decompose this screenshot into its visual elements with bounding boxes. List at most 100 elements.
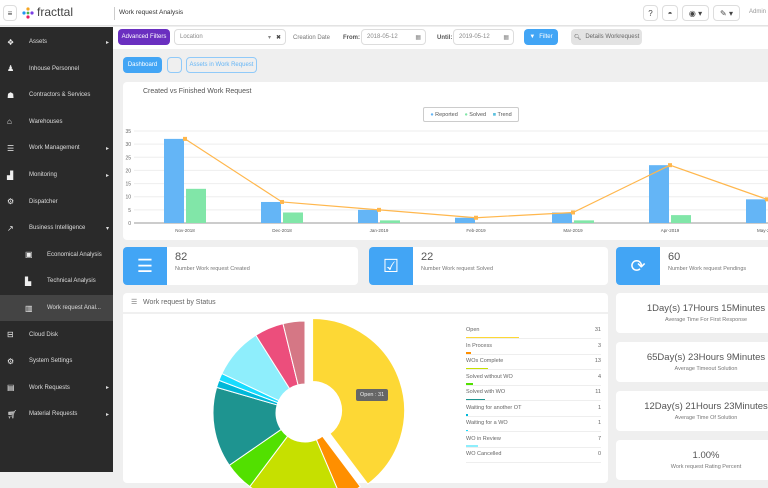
caret-right-icon: ▸ xyxy=(105,145,109,152)
sidebar-item-warehouses[interactable]: ⌂ Warehouses xyxy=(0,109,113,135)
trend-point xyxy=(377,207,381,212)
status-bar xyxy=(466,367,489,369)
industry-icon: ▙ xyxy=(25,276,32,286)
sidebar-item-assets[interactable]: ❖ Assets ▸ xyxy=(0,29,113,55)
search-icon: 🔍︎ xyxy=(573,34,582,41)
until-date-input[interactable]: 2019-05-12 ▦ xyxy=(453,29,514,45)
bar-reported xyxy=(649,165,669,223)
status-label: WO Cancelled xyxy=(466,451,502,457)
sidebar-item-material-requests[interactable]: 🛒︎ Material Requests ▸ xyxy=(0,401,113,427)
sidebar-item-work-requests[interactable]: ▤ Work Requests ▸ xyxy=(0,375,113,401)
status-bar xyxy=(466,429,468,431)
card-icon: ▤ xyxy=(7,383,15,393)
sidebar-item-system-settings[interactable]: ⚙ System Settings xyxy=(0,348,113,374)
stat-value: 60 xyxy=(668,251,681,263)
sidebar-item-monitoring[interactable]: ▟ Monitoring ▸ xyxy=(0,162,113,188)
y-tick-label: 35 xyxy=(125,129,131,135)
status-bar xyxy=(466,445,478,447)
pie-slice-solved-with-wo[interactable] xyxy=(212,386,282,466)
advanced-filters-button[interactable]: Advanced Filters xyxy=(118,29,170,45)
created-vs-finished-card: Created vs Finished Work Request ● Repor… xyxy=(123,82,768,240)
x-tick-label: Dec-2018 xyxy=(272,228,292,233)
legend-trend[interactable]: ■ Trend xyxy=(492,111,512,118)
pie-slice-open[interactable] xyxy=(312,318,406,485)
status-count: 11 xyxy=(595,389,601,395)
status-bar xyxy=(466,383,473,385)
bar-chart-icon: ▥ xyxy=(25,303,33,313)
kpi-value: 1Day(s) 17Hours 15Minutes xyxy=(646,303,766,314)
status-count: 0 xyxy=(597,451,601,457)
list-icon: ☰ xyxy=(7,143,15,153)
status-title: Work request by Status xyxy=(143,299,216,306)
clear-icon[interactable]: ✖ xyxy=(275,35,281,41)
fracttal-logo-icon xyxy=(22,6,34,19)
pie-slice-other[interactable] xyxy=(282,320,306,386)
legend-solved[interactable]: ● Solved xyxy=(464,111,487,118)
filter-bar: Advanced Filters Location ▾ ✖ Creation Dat… xyxy=(113,27,768,49)
top-bar: ≡ fracttal Work request Analysis ? ◓ ◉ ▾… xyxy=(0,0,768,26)
x-tick-label: May-2019 xyxy=(757,228,768,233)
tab-assets-in-work-request[interactable]: Assets in Work Request xyxy=(186,57,257,73)
sidebar-item-work-request-anal[interactable]: ▥ Work request Anal... xyxy=(0,295,113,321)
caret-down-icon: ▾ xyxy=(105,225,109,232)
status-pie-chart xyxy=(212,318,406,488)
y-tick-label: 20 xyxy=(125,168,131,174)
sidebar-item-work-management[interactable]: ☰ Work Management ▸ xyxy=(0,135,113,161)
sidebar-item-label: Warehouses xyxy=(29,118,63,125)
sidebar-item-economical-analysis[interactable]: ▣ Economical Analysis xyxy=(0,242,113,268)
chart-title: Created vs Finished Work Request xyxy=(143,88,252,95)
bar-chart: 0 5 10 15 20 25 30 35 Nov-2018 Dec-2018 Jan-2019 Fe… xyxy=(125,129,768,233)
refresh-icon: ⟳ xyxy=(616,247,660,285)
status-list-item: Solved with WO 11 xyxy=(466,387,601,401)
location-select[interactable]: Location ▾ ✖ xyxy=(174,29,286,45)
details-workrequest-button[interactable]: 🔍︎ Details Workrequest xyxy=(571,29,642,45)
trend-point xyxy=(183,136,187,141)
users-icon: ☗ xyxy=(7,90,15,100)
from-date-input[interactable]: 2018-05-12 ▦ xyxy=(361,29,426,45)
tab-dashboard[interactable]: Dashboard xyxy=(123,57,162,73)
language-button[interactable]: ◉ ▾ xyxy=(682,5,709,21)
app-name: fracttal xyxy=(37,5,74,19)
hamburger-icon: ≡ xyxy=(7,8,13,18)
kpi-card: 65Day(s) 23Hours 9Minutes Average Timeout… xyxy=(616,342,768,382)
brush-icon: ✎ ▾ xyxy=(720,8,733,18)
x-tick-label: Feb-2019 xyxy=(466,228,486,233)
caret-right-icon: ▸ xyxy=(105,172,109,179)
sidebar-item-label: Assets xyxy=(29,39,48,45)
gear-icon: ⚙ xyxy=(7,197,15,207)
status-list-item: Open 31 xyxy=(466,325,601,339)
stat-label: Number Work request Solved xyxy=(421,266,494,272)
user-menu[interactable]: Admin xyxy=(749,9,767,15)
stat-label: Number Work request Pendings xyxy=(668,266,747,272)
sidebar-item-label: Inhouse Personnel xyxy=(29,65,80,72)
status-list-item: In Process 3 xyxy=(466,341,601,355)
x-tick-label: Mar-2019 xyxy=(563,228,583,233)
status-label: Open xyxy=(466,327,480,333)
help-button[interactable]: ? xyxy=(643,5,658,21)
sidebar-item-cloud-disk[interactable]: ⊟ Cloud Disk xyxy=(0,322,113,348)
filter-button[interactable]: ▼ Filter xyxy=(524,29,558,45)
theme-button[interactable]: ✎ ▾ xyxy=(713,5,740,21)
inbox-icon: ⌂ xyxy=(7,117,12,127)
sidebar-item-label: System Settings xyxy=(29,358,73,365)
trend-point xyxy=(765,197,768,202)
pie-tooltip: Open : 31 xyxy=(356,389,389,401)
user-icon: ♟ xyxy=(7,64,15,74)
dashboard-button[interactable]: ◓ xyxy=(662,5,678,21)
cubes-icon: ❖ xyxy=(7,37,15,47)
menu-toggle-button[interactable]: ≡ xyxy=(3,5,17,21)
sidebar-item-contractors-services[interactable]: ☗ Contractors & Services xyxy=(0,82,113,108)
signal-icon: ▟ xyxy=(7,170,14,180)
sidebar-item-business-intelligence[interactable]: ↗ Business Intelligence ▾ xyxy=(0,215,113,241)
legend-reported[interactable]: ● Reported xyxy=(430,111,458,118)
y-tick-label: 5 xyxy=(128,208,131,214)
status-bar xyxy=(466,414,468,416)
status-bar xyxy=(466,352,472,354)
sidebar-item-inhouse-personnel[interactable]: ♟ Inhouse Personnel xyxy=(0,56,113,82)
tab-empty[interactable] xyxy=(167,57,182,73)
sidebar-item-technical-analysis[interactable]: ▙ Technical Analysis xyxy=(0,268,113,294)
trend-point xyxy=(668,163,672,168)
sidebar-item-dispatcher[interactable]: ⚙ Dispatcher xyxy=(0,189,113,215)
bar-solved xyxy=(283,212,303,223)
status-label: WO in Review xyxy=(466,435,501,442)
